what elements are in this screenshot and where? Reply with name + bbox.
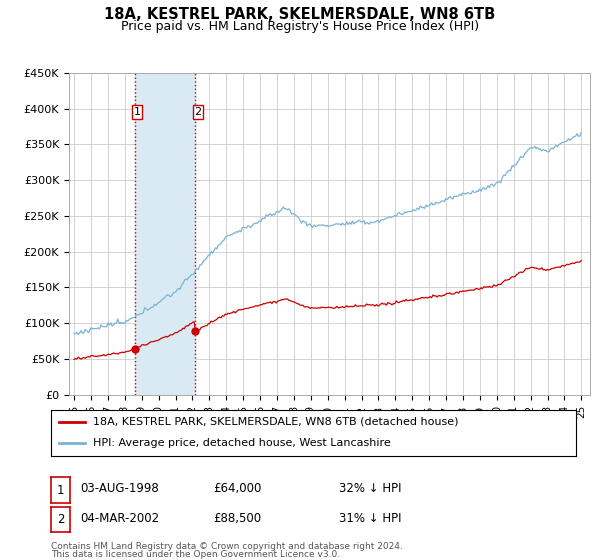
- Text: 2: 2: [194, 107, 202, 117]
- Text: 03-AUG-1998: 03-AUG-1998: [80, 482, 158, 495]
- Text: 1: 1: [134, 107, 140, 117]
- Text: HPI: Average price, detached house, West Lancashire: HPI: Average price, detached house, West…: [93, 438, 391, 449]
- Text: £64,000: £64,000: [213, 482, 262, 495]
- Text: 32% ↓ HPI: 32% ↓ HPI: [339, 482, 401, 495]
- Bar: [134, 73, 196, 395]
- Text: 2: 2: [57, 513, 64, 526]
- Text: 18A, KESTREL PARK, SKELMERSDALE, WN8 6TB (detached house): 18A, KESTREL PARK, SKELMERSDALE, WN8 6TB…: [93, 417, 458, 427]
- Text: 04-MAR-2002: 04-MAR-2002: [80, 512, 159, 525]
- Text: This data is licensed under the Open Government Licence v3.0.: This data is licensed under the Open Gov…: [51, 550, 340, 559]
- Text: 18A, KESTREL PARK, SKELMERSDALE, WN8 6TB: 18A, KESTREL PARK, SKELMERSDALE, WN8 6TB: [104, 7, 496, 22]
- Text: Price paid vs. HM Land Registry's House Price Index (HPI): Price paid vs. HM Land Registry's House …: [121, 20, 479, 32]
- Text: 1: 1: [57, 483, 64, 497]
- Text: £88,500: £88,500: [213, 512, 261, 525]
- Text: Contains HM Land Registry data © Crown copyright and database right 2024.: Contains HM Land Registry data © Crown c…: [51, 542, 403, 550]
- Text: 31% ↓ HPI: 31% ↓ HPI: [339, 512, 401, 525]
